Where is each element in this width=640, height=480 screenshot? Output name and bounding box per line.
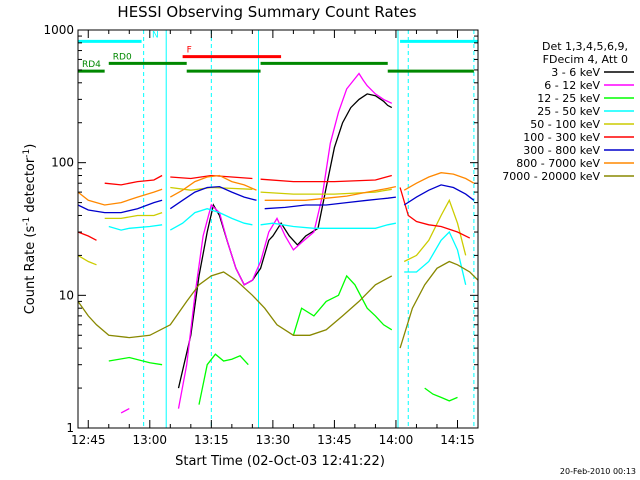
- y-tick-label-1: 10: [59, 288, 74, 302]
- series-line-1: [120, 72, 393, 414]
- x-tick-label-0: 12:45: [71, 433, 106, 447]
- legend-label-1: 6 - 12 keV: [544, 79, 600, 92]
- series-line-7: [77, 172, 475, 206]
- series-line-6: [77, 184, 475, 214]
- annotation-label-2: F: [187, 46, 192, 56]
- chart-title: HESSI Observing Summary Count Rates: [117, 3, 416, 21]
- series-line-5: [77, 174, 471, 241]
- legend-label-4: 50 - 100 keV: [530, 118, 600, 131]
- x-tick-label-5: 14:00: [379, 433, 414, 447]
- x-axis-label: Start Time (02-Oct-03 12:41:22): [175, 454, 385, 469]
- plot-frame: [77, 29, 479, 429]
- legend-label-8: 7000 - 20000 keV: [502, 170, 600, 183]
- x-tick-label-6: 14:15: [440, 433, 475, 447]
- legend-label-3: 25 - 50 keV: [537, 105, 600, 118]
- annotation-label-3: RD0: [113, 52, 132, 62]
- legend-label-7: 800 - 7000 keV: [516, 157, 600, 170]
- series-line-3: [108, 208, 467, 285]
- legend-label-0: 3 - 6 keV: [551, 66, 600, 79]
- series-line-8: [77, 260, 479, 349]
- footer-timestamp: 20-Feb-2010 00:13: [560, 467, 636, 476]
- annotation-label-0: N: [152, 30, 159, 40]
- x-tick-label-3: 13:30: [256, 433, 291, 447]
- x-tick-label-1: 13:00: [132, 433, 167, 447]
- y-tick-label-3: 1000: [43, 23, 74, 37]
- x-tick-label-2: 13:15: [194, 433, 229, 447]
- x-tick-label-4: 13:45: [317, 433, 352, 447]
- legend-label-5: 100 - 300 keV: [523, 131, 600, 144]
- legend-label-6: 300 - 800 keV: [523, 144, 600, 157]
- plot-area: N F RD0 RD4: [77, 30, 479, 428]
- y-tick-label-0: 1: [66, 421, 74, 435]
- legend: Det 1,3,4,5,6,9,FDecim 4, Att 03 - 6 keV…: [502, 40, 634, 183]
- legend-header-1: FDecim 4, Att 0: [543, 53, 628, 66]
- series-line-0: [177, 93, 393, 389]
- legend-header-0: Det 1,3,4,5,6,9,: [542, 40, 628, 53]
- annotation-label-5: RD4: [82, 60, 101, 70]
- legend-label-2: 12 - 25 keV: [537, 92, 600, 105]
- x-axis: 12:45 13:00 13:15 13:30 13:45 14:00 14:15: [71, 30, 479, 447]
- y-tick-label-2: 100: [51, 156, 74, 170]
- y-axis-label: Count Rate (s-1 detector-1): [22, 144, 38, 315]
- y-axis: 1 10 100 1000: [43, 23, 478, 435]
- series-line-2: [108, 274, 458, 405]
